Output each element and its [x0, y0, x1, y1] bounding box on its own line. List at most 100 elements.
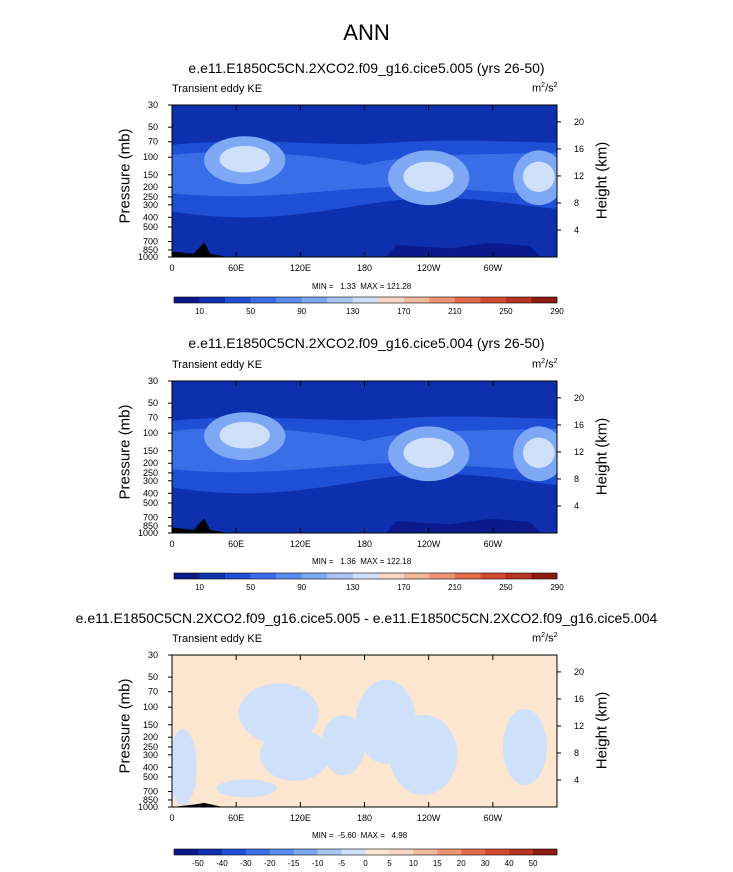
y2-tick-label: 4: [574, 225, 579, 235]
colorbar-label: -5: [338, 859, 346, 868]
colorbar-label: -40: [216, 859, 228, 868]
y-tick-label: 50: [148, 672, 158, 682]
x-tick-label: 60W: [484, 263, 503, 273]
colorbar-swatch: [221, 849, 247, 855]
y-tick-label: 400: [143, 762, 158, 772]
jet-core-inner: [219, 421, 270, 449]
colorbar-swatch: [317, 849, 342, 855]
colorbar-swatch: [403, 573, 430, 579]
colorbar-label: 290: [550, 583, 564, 592]
colorbar-label: -50: [192, 859, 204, 868]
colorbar-label: 20: [457, 859, 466, 868]
panel-3-variable-label: Transient eddy KE: [172, 633, 263, 645]
panel-1-variable-label: Transient eddy KE: [172, 83, 263, 95]
y-tick-label: 300: [143, 200, 158, 210]
x-tick-label: 120W: [417, 539, 441, 549]
y-tick-label: 50: [148, 122, 158, 132]
terrain-asia: [172, 802, 224, 807]
negative-anomaly-region: [216, 779, 277, 798]
colorbar-swatch: [301, 297, 328, 303]
colorbar-swatch: [301, 573, 328, 579]
y-tick-label: 100: [143, 702, 158, 712]
colorbar-label: 10: [409, 859, 418, 868]
colorbar-swatch: [505, 297, 532, 303]
x-tick-label: 60W: [484, 539, 503, 549]
y2-tick-label: 12: [574, 171, 584, 181]
colorbar-label: 10: [195, 583, 204, 592]
colorbar-label: 50: [246, 583, 255, 592]
y-tick-label: 850: [143, 795, 158, 805]
colorbar-label: 210: [448, 583, 462, 592]
y-tick-label: 150: [143, 446, 158, 456]
colorbar-label: -30: [240, 859, 252, 868]
y2-tick-label: 20: [574, 667, 584, 677]
y2-tick-label: 4: [574, 501, 579, 511]
x-tick-label: 120E: [290, 539, 311, 549]
x-tick-label: 0: [169, 539, 174, 549]
colorbar-swatch: [250, 297, 277, 303]
y-tick-label: 1000: [138, 528, 158, 538]
colorbar-swatch: [378, 297, 405, 303]
negative-anomaly-region: [238, 683, 319, 744]
y2-tick-label: 16: [574, 144, 584, 154]
panel-3-units-label: m2/s2: [532, 632, 558, 645]
x-tick-label: 120W: [417, 813, 441, 823]
panel-1-title: e.e11.E1850C5CN.2XCO2.f09_g16.cice5.005 …: [188, 60, 545, 76]
colorbar-swatch: [378, 573, 405, 579]
y-tick-label: 300: [143, 476, 158, 486]
colorbar-label: 290: [550, 307, 564, 316]
colorbar-label: 90: [297, 583, 306, 592]
y-tick-label: 400: [143, 488, 158, 498]
colorbar-frame: [173, 848, 558, 856]
y-tick-label: 300: [143, 750, 158, 760]
y-tick-label: 250: [143, 468, 158, 478]
jet-core-inner: [522, 161, 555, 192]
colorbar-swatch: [199, 573, 226, 579]
colorbar-swatch: [197, 849, 223, 855]
colorbar-swatch: [454, 297, 481, 303]
x-tick-label: 180: [357, 263, 372, 273]
colorbar-swatch: [480, 297, 507, 303]
colorbar-label: 250: [499, 307, 513, 316]
x-tick-label: 0: [169, 263, 174, 273]
y-tick-label: 50: [148, 398, 158, 408]
y-tick-label: 200: [143, 458, 158, 468]
colorbar-frame: [173, 296, 558, 304]
colorbar-label: -10: [312, 859, 324, 868]
y-tick-label: 400: [143, 212, 158, 222]
jet-core-inner: [219, 145, 270, 173]
y-tick-label: 700: [143, 787, 158, 797]
panel-3-min-max: MIN = -5.60 MAX = 4.98: [312, 831, 408, 840]
y-tick-label: 150: [143, 720, 158, 730]
y-tick-label: 30: [148, 650, 158, 660]
colorbar-label: 250: [499, 583, 513, 592]
colorbar-swatch: [531, 573, 558, 579]
colorbar-swatch: [480, 573, 507, 579]
colorbar-label: -20: [264, 859, 276, 868]
colorbar-swatch: [269, 849, 294, 855]
colorbar-label: 50: [529, 859, 538, 868]
y-tick-label: 150: [143, 170, 158, 180]
y2-tick-label: 12: [574, 447, 584, 457]
colorbar-swatch: [327, 573, 354, 579]
colorbar-swatch: [293, 849, 318, 855]
y-tick-label: 100: [143, 152, 158, 162]
y2-tick-label: 16: [574, 420, 584, 430]
y-tick-label: 70: [148, 687, 158, 697]
y-tick-label: 30: [148, 100, 158, 110]
y2-tick-label: 20: [574, 393, 584, 403]
panel-3-field: [172, 655, 557, 807]
negative-anomaly-region: [502, 708, 547, 785]
y-tick-label: 500: [143, 222, 158, 232]
colorbar-swatch: [531, 297, 558, 303]
panel-2-units-label: m2/s2: [532, 358, 558, 371]
colorbar-label: 170: [397, 307, 411, 316]
colorbar-label: -15: [288, 859, 300, 868]
colorbar-swatch: [276, 297, 302, 303]
colorbar-swatch: [429, 297, 456, 303]
colorbar-swatch: [429, 573, 456, 579]
low-level-band: [385, 518, 541, 533]
colorbar-swatch: [245, 849, 271, 855]
colorbar-swatch: [461, 849, 486, 855]
colorbar-label: 130: [346, 307, 360, 316]
